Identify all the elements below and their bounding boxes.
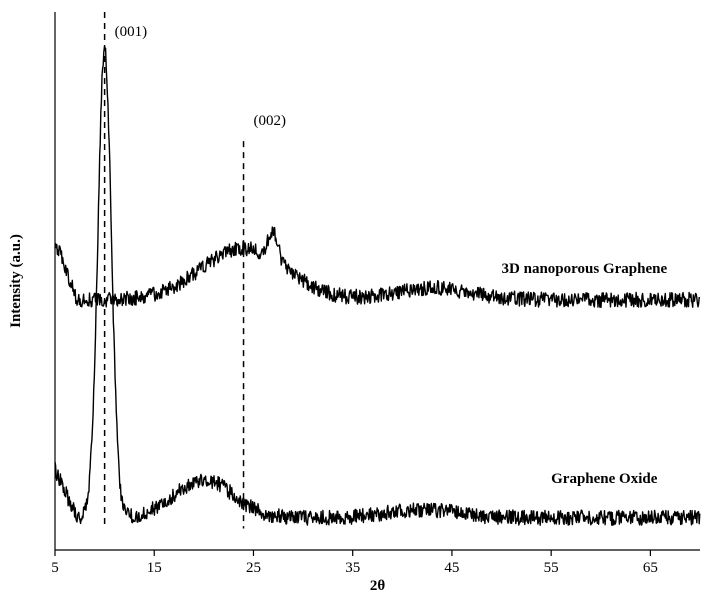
series-label: Graphene Oxide [551, 471, 658, 487]
x-tick-label: 15 [147, 560, 162, 576]
chart-svg: 3D nanoporous Graphene Graphene Oxide (001… [0, 0, 708, 600]
x-tick-label: 25 [246, 560, 261, 576]
peak-label: (001) [115, 24, 148, 40]
x-tick-label: 55 [544, 560, 559, 576]
xrd-chart: 3D nanoporous Graphene Graphene Oxide (001… [0, 0, 708, 600]
y-axis-label: Intensity (a.u.) [8, 234, 24, 328]
series-label: 3D nanoporous Graphene [502, 261, 668, 277]
x-axis-label: 2θ [370, 578, 386, 594]
x-tick-label: 45 [444, 560, 459, 576]
x-tick-label: 65 [643, 560, 658, 576]
x-tick-label: 5 [51, 560, 59, 576]
peak-label: (002) [254, 113, 286, 129]
x-tick-label: 35 [345, 560, 360, 576]
